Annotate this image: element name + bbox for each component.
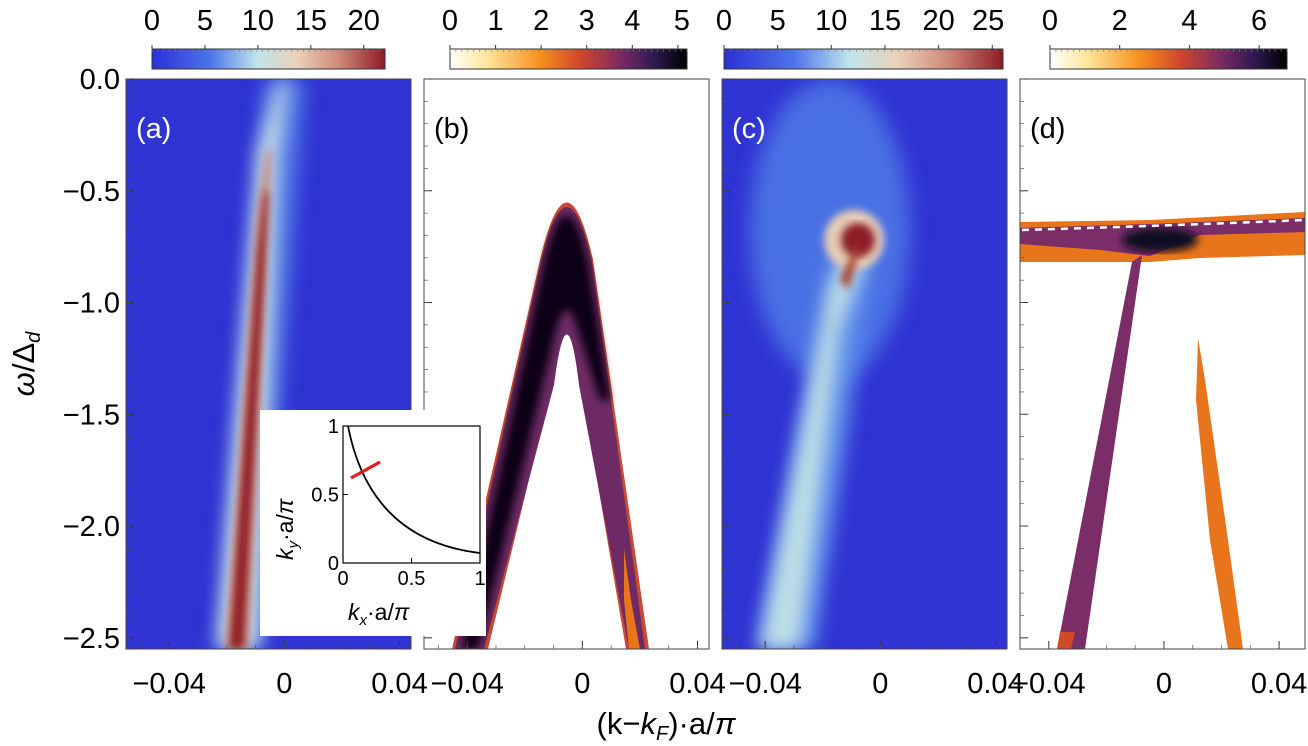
panel-a-y-tick-label: −2.5 (63, 623, 120, 655)
x-axis-label: (k−kF)·a/π (597, 706, 737, 745)
inset-x-tick-label: 0 (337, 568, 348, 590)
panel-d-left-branch-tip (1057, 632, 1075, 649)
inset-x-tick-label: 1 (474, 568, 485, 590)
panel-d-flat-band-core (1122, 228, 1198, 252)
colorbar-a-tick-label: 10 (242, 5, 274, 37)
inset-cut-line (350, 460, 381, 480)
colorbar-d-tick-label: 6 (1251, 5, 1267, 37)
colorbar-b-tick-label: 5 (674, 5, 690, 37)
inset-ticks: 0 0.5 1 0 0.5 1 (311, 416, 485, 590)
inset-ylabel: ky·a/π (272, 498, 302, 560)
panel-b-x-tick-label: 0 (574, 668, 590, 700)
colorbar-d-tick-label: 0 (1042, 5, 1058, 37)
panel-c-label: (c) (732, 113, 766, 145)
colorbar-c-tick-label: 5 (770, 5, 786, 37)
panel-a-y-tick-label: 0.0 (80, 64, 120, 96)
panel-c-frame (721, 78, 1008, 650)
panel-b-label: (b) (434, 113, 469, 145)
colorbar-c-tick-label: 25 (972, 5, 1004, 37)
panel-b-x-tick-label: 0.04 (669, 668, 725, 700)
colorbar-b-tick-label: 1 (488, 5, 504, 37)
inset-fermi-curve (347, 425, 481, 554)
panel-c-tail (760, 240, 862, 649)
colorbar-c-ticks: 0 5 10 15 20 25 (716, 5, 1004, 52)
colorbar-d-tick-label: 2 (1112, 5, 1128, 37)
panel-a-x-tick-label: 0 (276, 668, 292, 700)
panel-a-x-tick-label: 0.04 (371, 668, 427, 700)
colorbar-b-tick-label: 0 (442, 5, 458, 37)
colorbar-d: 0 2 4 6 (1042, 5, 1288, 70)
colorbar-c-tick-label: 0 (716, 5, 732, 37)
panel-d-axes: −0.04 0 0.04 (1012, 78, 1307, 700)
inset-y-tick-label: 0.5 (311, 485, 339, 507)
panel-d-left-branch (1057, 255, 1142, 649)
panel-d-side-band (1196, 338, 1243, 649)
inset: 0 0.5 1 0 0.5 1 kx·a/π ky·a/π (260, 410, 486, 636)
panel-d-label: (d) (1030, 113, 1065, 145)
panel-b-frame (423, 78, 710, 650)
panel-b-right-tail (624, 549, 640, 649)
panel-a-y-tick-label: −0.5 (63, 176, 120, 208)
inset-y-tick-label: 1 (328, 416, 339, 438)
inset-xlabel: kx·a/π (348, 599, 410, 629)
panel-b-band-core (462, 214, 610, 649)
colorbar-d-ticks: 0 2 4 6 (1042, 5, 1288, 52)
panel-b-axes: −0.04 0 0.04 (424, 78, 726, 700)
panel-a-label: (a) (136, 113, 171, 145)
colorbar-c: 0 5 10 15 20 25 (716, 5, 1004, 70)
panel-a-axes: −0.04 0 0.04 0.0 −0.5 −1.0 −1.5 −2.0 −2.5 (63, 64, 428, 700)
colorbar-a: 0 5 10 15 20 (144, 5, 386, 70)
panel-c-x-tick-label: 0.04 (967, 668, 1023, 700)
panel-a-y-tick-label: −1.0 (63, 288, 120, 320)
colorbar-b-tick-label: 4 (624, 5, 640, 37)
panel-d: (d) −0.04 0 0.04 (1012, 78, 1307, 700)
panel-c-x-tick-label: 0 (872, 668, 888, 700)
panel-a-y-tick-label: −1.5 (63, 399, 120, 431)
colorbar-b-tick-label: 3 (579, 5, 595, 37)
panel-d-x-tick-label: 0 (1156, 668, 1172, 700)
colorbar-c-tick-label: 20 (922, 5, 954, 37)
colorbar-a-ticks: 0 5 10 15 20 (144, 5, 380, 52)
panel-d-frame (1019, 78, 1306, 650)
panel-c-peak (841, 223, 875, 257)
colorbar-a-tick-label: 20 (348, 5, 380, 37)
inset-y-tick-label: 0 (328, 553, 339, 575)
panel-c-peak-tail (840, 245, 860, 290)
colorbar-d-tick-label: 4 (1181, 5, 1197, 37)
panel-c: (c) −0.04 0 0.04 (721, 78, 1024, 700)
inset-background (260, 410, 486, 636)
panel-a-x-tick-label: −0.04 (132, 668, 205, 700)
colorbar-a-tick-label: 5 (197, 5, 213, 37)
panel-c-axes: −0.04 0 0.04 (722, 78, 1024, 700)
panel-a-y-tick-label: −2.0 (63, 511, 120, 543)
colorbar-c-tick-label: 15 (869, 5, 901, 37)
inset-x-tick-label: 0.5 (398, 568, 426, 590)
panel-d-x-tick-label: −0.04 (1012, 668, 1085, 700)
panel-d-background (1020, 79, 1305, 649)
colorbar-b-tick-label: 2 (533, 5, 549, 37)
colorbar-c-tick-label: 10 (815, 5, 847, 37)
panel-b-x-tick-label: −0.04 (430, 668, 503, 700)
panel-c-x-tick-label: −0.04 (728, 668, 801, 700)
colorbar-a-tick-label: 15 (295, 5, 327, 37)
colorbar-a-tick-label: 0 (144, 5, 160, 37)
y-axis-label: ω/Δd (6, 331, 45, 396)
panel-a-frame (125, 78, 412, 650)
panel-d-x-tick-label: 0.04 (1251, 668, 1307, 700)
panel-a-band-core (230, 190, 268, 649)
